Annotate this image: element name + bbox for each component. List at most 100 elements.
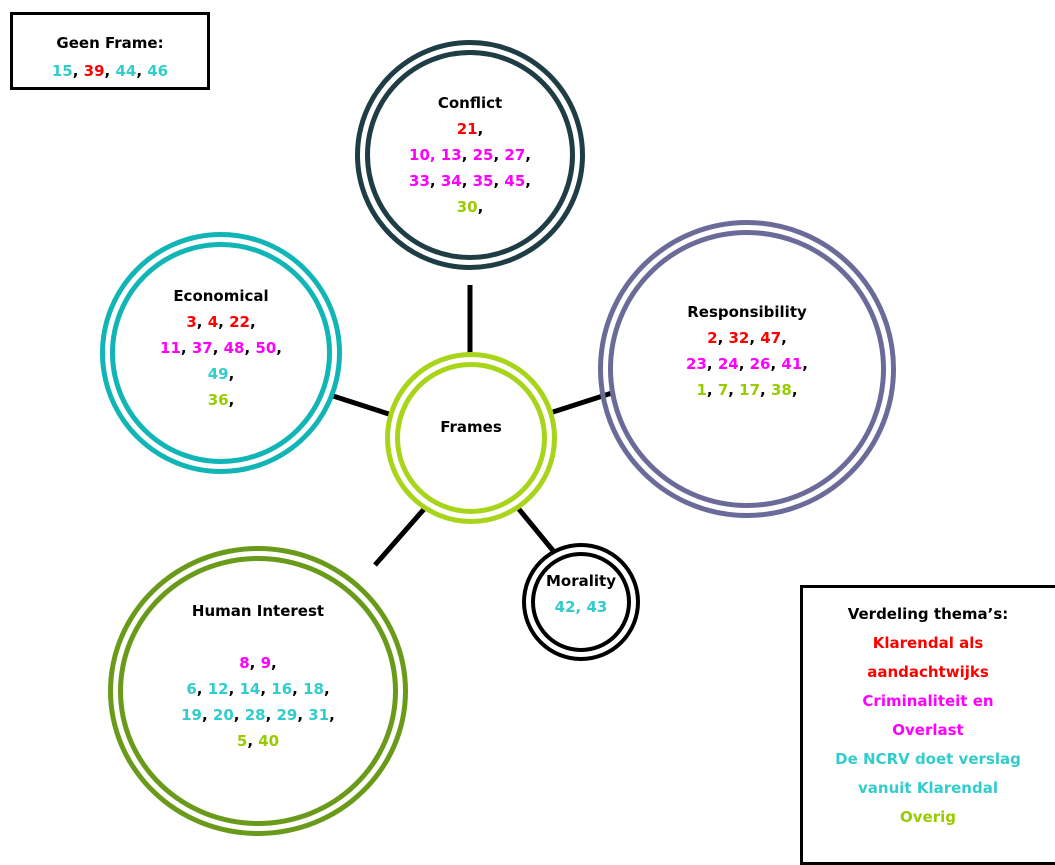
responsibility-title: Responsibility — [687, 303, 807, 321]
frame-number: 23 — [686, 355, 707, 373]
number-separator: , — [791, 381, 798, 399]
frame-number: 36 — [207, 391, 229, 409]
legend-entry: aandachtwijks — [867, 663, 989, 681]
number-separator: , — [228, 391, 235, 409]
responsibility-circle: Responsibility 2, 32, 47, 23, 24, 26, 41,… — [598, 220, 896, 518]
frame-number: 44 — [115, 62, 137, 80]
number-separator: , — [201, 706, 213, 724]
number-separator: , — [249, 313, 256, 331]
number-separator: , — [104, 62, 116, 80]
number-separator: , — [749, 329, 761, 347]
legend-title: Verdeling thema’s: — [847, 605, 1009, 623]
responsibility-numbers: 2, 32, 47, 23, 24, 26, 41, 1, 7, 17, 38, — [686, 325, 808, 403]
connector-economical — [329, 392, 393, 418]
frame-number: 29 — [276, 706, 298, 724]
number-separator: , — [706, 381, 718, 399]
number-line: 8, 9, — [181, 650, 335, 676]
number-line: 6, 12, 14, 16, 18, — [181, 676, 335, 702]
number-line: 1, 7, 17, 38, — [686, 377, 808, 403]
number-separator: , — [802, 355, 808, 373]
frame-number: 48 — [223, 339, 245, 357]
frame-number: 18 — [303, 680, 324, 698]
number-separator: , — [760, 381, 771, 399]
frame-number: 17 — [739, 381, 761, 399]
legend-entry: Overig — [900, 808, 956, 826]
frame-number: 25 — [472, 146, 494, 164]
number-separator: , — [72, 62, 84, 80]
frame-number: 35 — [472, 172, 494, 190]
conflict-circle: Conflict 21, 10, 13, 25, 27, 33, 34, 35, 4… — [355, 40, 585, 270]
number-separator: , — [228, 365, 235, 383]
number-separator: , — [717, 329, 729, 347]
number-separator: , — [728, 381, 740, 399]
number-line: 33, 34, 35, 45, — [409, 168, 531, 194]
number-separator: , — [218, 313, 230, 331]
connector-morality — [516, 506, 557, 555]
number-line: 5, 40 — [181, 728, 335, 754]
number-separator: , — [247, 732, 259, 750]
frames-circle: Frames — [385, 352, 557, 524]
frame-number: 4 — [207, 313, 219, 331]
economical-numbers: 3, 4, 22, 11, 37, 48, 50, 49, 36, — [160, 309, 282, 413]
morality-numbers: 42, 43 — [546, 594, 616, 620]
frame-number: 41 — [781, 355, 803, 373]
frame-number: 31 — [308, 706, 330, 724]
number-separator: , — [781, 329, 787, 347]
number-line: 11, 37, 48, 50, — [160, 335, 282, 361]
number-line: 3, 4, 22, — [160, 309, 282, 335]
frame-number: 46 — [147, 62, 169, 80]
legend-entry: vanuit Klarendal — [858, 779, 998, 797]
number-line: 2, 32, 47, — [686, 325, 808, 351]
number-separator: , — [329, 706, 335, 724]
frame-number: 30 — [456, 198, 478, 216]
number-separator: , — [525, 146, 531, 164]
number-separator: , — [477, 198, 484, 216]
number-separator: , — [525, 172, 531, 190]
number-separator: , — [233, 706, 245, 724]
number-separator: , — [212, 339, 224, 357]
number-separator: , — [493, 172, 505, 190]
frame-number: 38 — [770, 381, 792, 399]
frame-number: 12 — [207, 680, 229, 698]
frame-number: 32 — [728, 329, 750, 347]
frame-number: 28 — [244, 706, 266, 724]
frame-number: 37 — [191, 339, 213, 357]
number-separator: , — [265, 706, 277, 724]
legend-entry: Overlast — [892, 721, 964, 739]
legend-entries: Klarendal als aandachtwijks Criminaliteit … — [803, 629, 1053, 832]
frame-number: 11 — [160, 339, 181, 357]
number-separator: , — [477, 120, 484, 138]
number-separator: , — [249, 654, 261, 672]
geen-frame-title: Geen Frame: — [56, 34, 164, 52]
human-interest-circle: Human Interest 8, 9, 6, 12, 14, 16, 18, 19… — [108, 546, 408, 836]
frame-number: 22 — [229, 313, 250, 331]
frame-number: 45 — [504, 172, 526, 190]
frame-number: 24 — [717, 355, 739, 373]
geen-frame-box: Geen Frame: 15, 39, 44, 46 — [10, 12, 210, 90]
frame-number: 14 — [239, 680, 261, 698]
human-interest-numbers: 8, 9, 6, 12, 14, 16, 18, 19, 20, 28, 29, 3… — [181, 650, 335, 754]
number-separator: , — [429, 172, 441, 190]
number-separator: , — [260, 680, 272, 698]
frame-number: 10, 13 — [409, 146, 462, 164]
frame-number: 1 — [696, 381, 707, 399]
frame-number: 6 — [186, 680, 197, 698]
frame-number: 39 — [83, 62, 105, 80]
number-separator: , — [180, 339, 192, 357]
number-separator: , — [136, 62, 148, 80]
economical-title: Economical — [173, 287, 269, 305]
frame-number: 15 — [51, 62, 73, 80]
connector-human-interest — [373, 506, 427, 567]
number-line: 36, — [160, 387, 282, 413]
frame-number: 16 — [271, 680, 293, 698]
number-separator: , — [271, 654, 277, 672]
frame-number: 19 — [181, 706, 202, 724]
number-line: 21, — [409, 116, 531, 142]
frame-number: 50 — [255, 339, 277, 357]
frame-number: 40 — [258, 732, 280, 750]
number-separator: , — [770, 355, 782, 373]
number-separator: , — [228, 680, 240, 698]
number-line: 42, 43 — [546, 594, 616, 620]
number-line: 19, 20, 28, 29, 31, — [181, 702, 335, 728]
conflict-title: Conflict — [437, 94, 503, 112]
